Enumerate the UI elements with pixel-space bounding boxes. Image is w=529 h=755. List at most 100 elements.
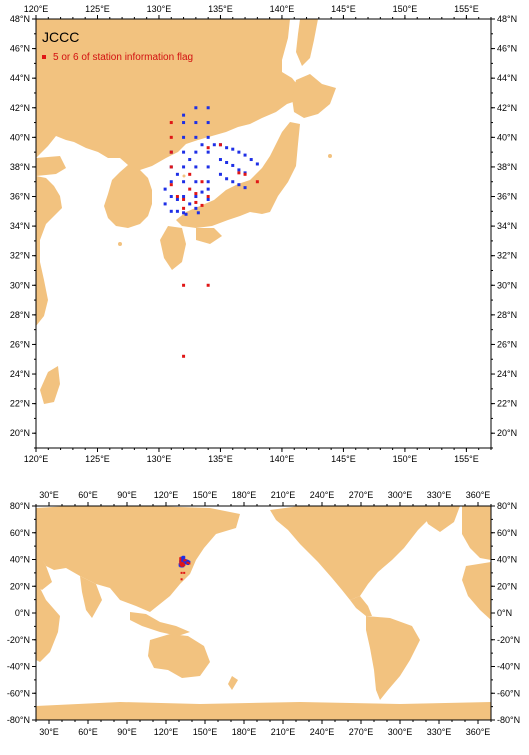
- y-tick-label-left: 48°N: [10, 14, 30, 24]
- land-south-america: [366, 616, 420, 700]
- x-tick-label-top: 130°E: [147, 4, 172, 14]
- flagged-station-point: [181, 563, 184, 566]
- station-point: [188, 158, 192, 162]
- land-jeju: [118, 242, 122, 246]
- y-tick-label-left: 26°N: [10, 339, 30, 349]
- station-point: [169, 195, 173, 199]
- legend-marker: [42, 55, 46, 59]
- x-tick-label-top: 155°E: [454, 4, 479, 14]
- x-tick-label-top: 300°E: [388, 490, 413, 500]
- land-sakhalin: [296, 19, 318, 66]
- flagged-station-point: [182, 197, 186, 201]
- flagged-station-point: [194, 192, 198, 196]
- y-tick-label-right: 26°N: [497, 339, 517, 349]
- x-tick-label-top: 240°E: [310, 490, 335, 500]
- station-point: [194, 180, 198, 184]
- y-tick-label-right: 40°N: [497, 132, 517, 142]
- flagged-station-point: [179, 557, 182, 560]
- y-tick-label-left: 24°N: [10, 369, 30, 379]
- station-point: [181, 560, 184, 563]
- station-point: [169, 180, 173, 184]
- x-tick-label-top: 210°E: [271, 490, 296, 500]
- station-point: [206, 135, 210, 139]
- flagged-station-point: [200, 203, 204, 207]
- station-point: [180, 556, 183, 559]
- y-tick-label-right: 80°N: [497, 501, 517, 511]
- x-tick-label-bottom: 240°E: [310, 727, 335, 737]
- x-tick-label-bottom: 300°E: [388, 727, 413, 737]
- station-point: [182, 180, 186, 184]
- land-greenland: [420, 506, 460, 532]
- station-point: [194, 150, 198, 154]
- world-map: 30°E 30°E 60°E 60°E 90°E 90°E 120°E 120°E 150°E 1…: [7, 490, 520, 737]
- flagged-station-point: [179, 561, 182, 564]
- x-tick-label-top: 135°E: [208, 4, 233, 14]
- station-point: [163, 202, 167, 206]
- flagged-station-point: [206, 146, 210, 150]
- y-tick-label-right: 34°N: [497, 221, 517, 231]
- station-point: [182, 211, 186, 215]
- y-tick-label-right: 20°N: [497, 581, 517, 591]
- flagged-station-point: [181, 561, 184, 564]
- y-tick-label-right: -40°N: [497, 662, 520, 672]
- y-tick-label-right: 60°N: [497, 528, 517, 538]
- x-tick-label-top: 60°E: [78, 490, 98, 500]
- flagged-station-point: [180, 578, 183, 581]
- flagged-station-point: [169, 135, 173, 139]
- land-kyushu: [160, 226, 186, 270]
- x-tick-label-bottom: 150°E: [193, 727, 218, 737]
- regional-map: 120°E 120°E 125°E 125°E 130°E 130°E 135°E 135°E…: [10, 4, 517, 464]
- y-tick-label-left: 38°N: [10, 162, 30, 172]
- station-point: [206, 150, 210, 154]
- station-point: [237, 168, 241, 172]
- x-tick-label-bottom: 90°E: [117, 727, 137, 737]
- station-point: [237, 150, 241, 154]
- station-point: [249, 158, 253, 162]
- station-point: [182, 195, 186, 199]
- y-tick-label-right: -20°N: [497, 635, 520, 645]
- land-korea: [104, 165, 152, 228]
- flagged-station-point: [188, 562, 191, 565]
- y-tick-label-right: 48°N: [497, 14, 517, 24]
- y-tick-label-right: 30°N: [497, 280, 517, 290]
- x-tick-label-top: 140°E: [270, 4, 295, 14]
- x-tick-label-top: 30°E: [39, 490, 59, 500]
- world-map-land: [36, 506, 491, 720]
- world-map-points: [178, 555, 191, 581]
- station-point: [183, 555, 186, 558]
- x-tick-label-top: 120°E: [154, 490, 179, 500]
- station-point: [178, 564, 181, 567]
- y-tick-label-left: 0°N: [15, 608, 30, 618]
- station-point: [206, 197, 210, 201]
- flagged-station-point: [179, 559, 182, 562]
- x-tick-label-bottom: 270°E: [349, 727, 374, 737]
- y-tick-label-right: 38°N: [497, 162, 517, 172]
- x-tick-label-bottom: 330°E: [427, 727, 452, 737]
- y-tick-label-left: -20°N: [7, 635, 30, 645]
- station-point: [206, 180, 210, 184]
- station-point: [194, 206, 198, 210]
- station-point: [200, 143, 204, 147]
- flagged-station-point: [179, 562, 182, 565]
- y-tick-label-right: 20°N: [497, 428, 517, 438]
- station-point: [175, 172, 179, 176]
- land-europe-wrap: [462, 506, 491, 560]
- flagged-station-point: [183, 571, 186, 574]
- station-point: [243, 186, 247, 190]
- y-tick-label-left: 34°N: [10, 221, 30, 231]
- regional-map-ticks: 120°E 120°E 125°E 125°E 130°E 130°E 135°E 135°E…: [10, 4, 517, 464]
- x-tick-label-bottom: 130°E: [147, 454, 172, 464]
- x-tick-label-bottom: 155°E: [454, 454, 479, 464]
- station-point: [212, 143, 216, 147]
- y-tick-label-right: -60°N: [497, 688, 520, 698]
- y-tick-label-right: 44°N: [497, 73, 517, 83]
- x-tick-label-bottom: 125°E: [85, 454, 110, 464]
- station-point: [182, 113, 186, 117]
- x-tick-label-bottom: 135°E: [208, 454, 233, 464]
- station-point: [225, 146, 229, 150]
- y-tick-label-left: 42°N: [10, 103, 30, 113]
- y-tick-label-right: 36°N: [497, 192, 517, 202]
- flagged-station-point: [188, 172, 192, 176]
- flagged-station-point: [255, 180, 259, 184]
